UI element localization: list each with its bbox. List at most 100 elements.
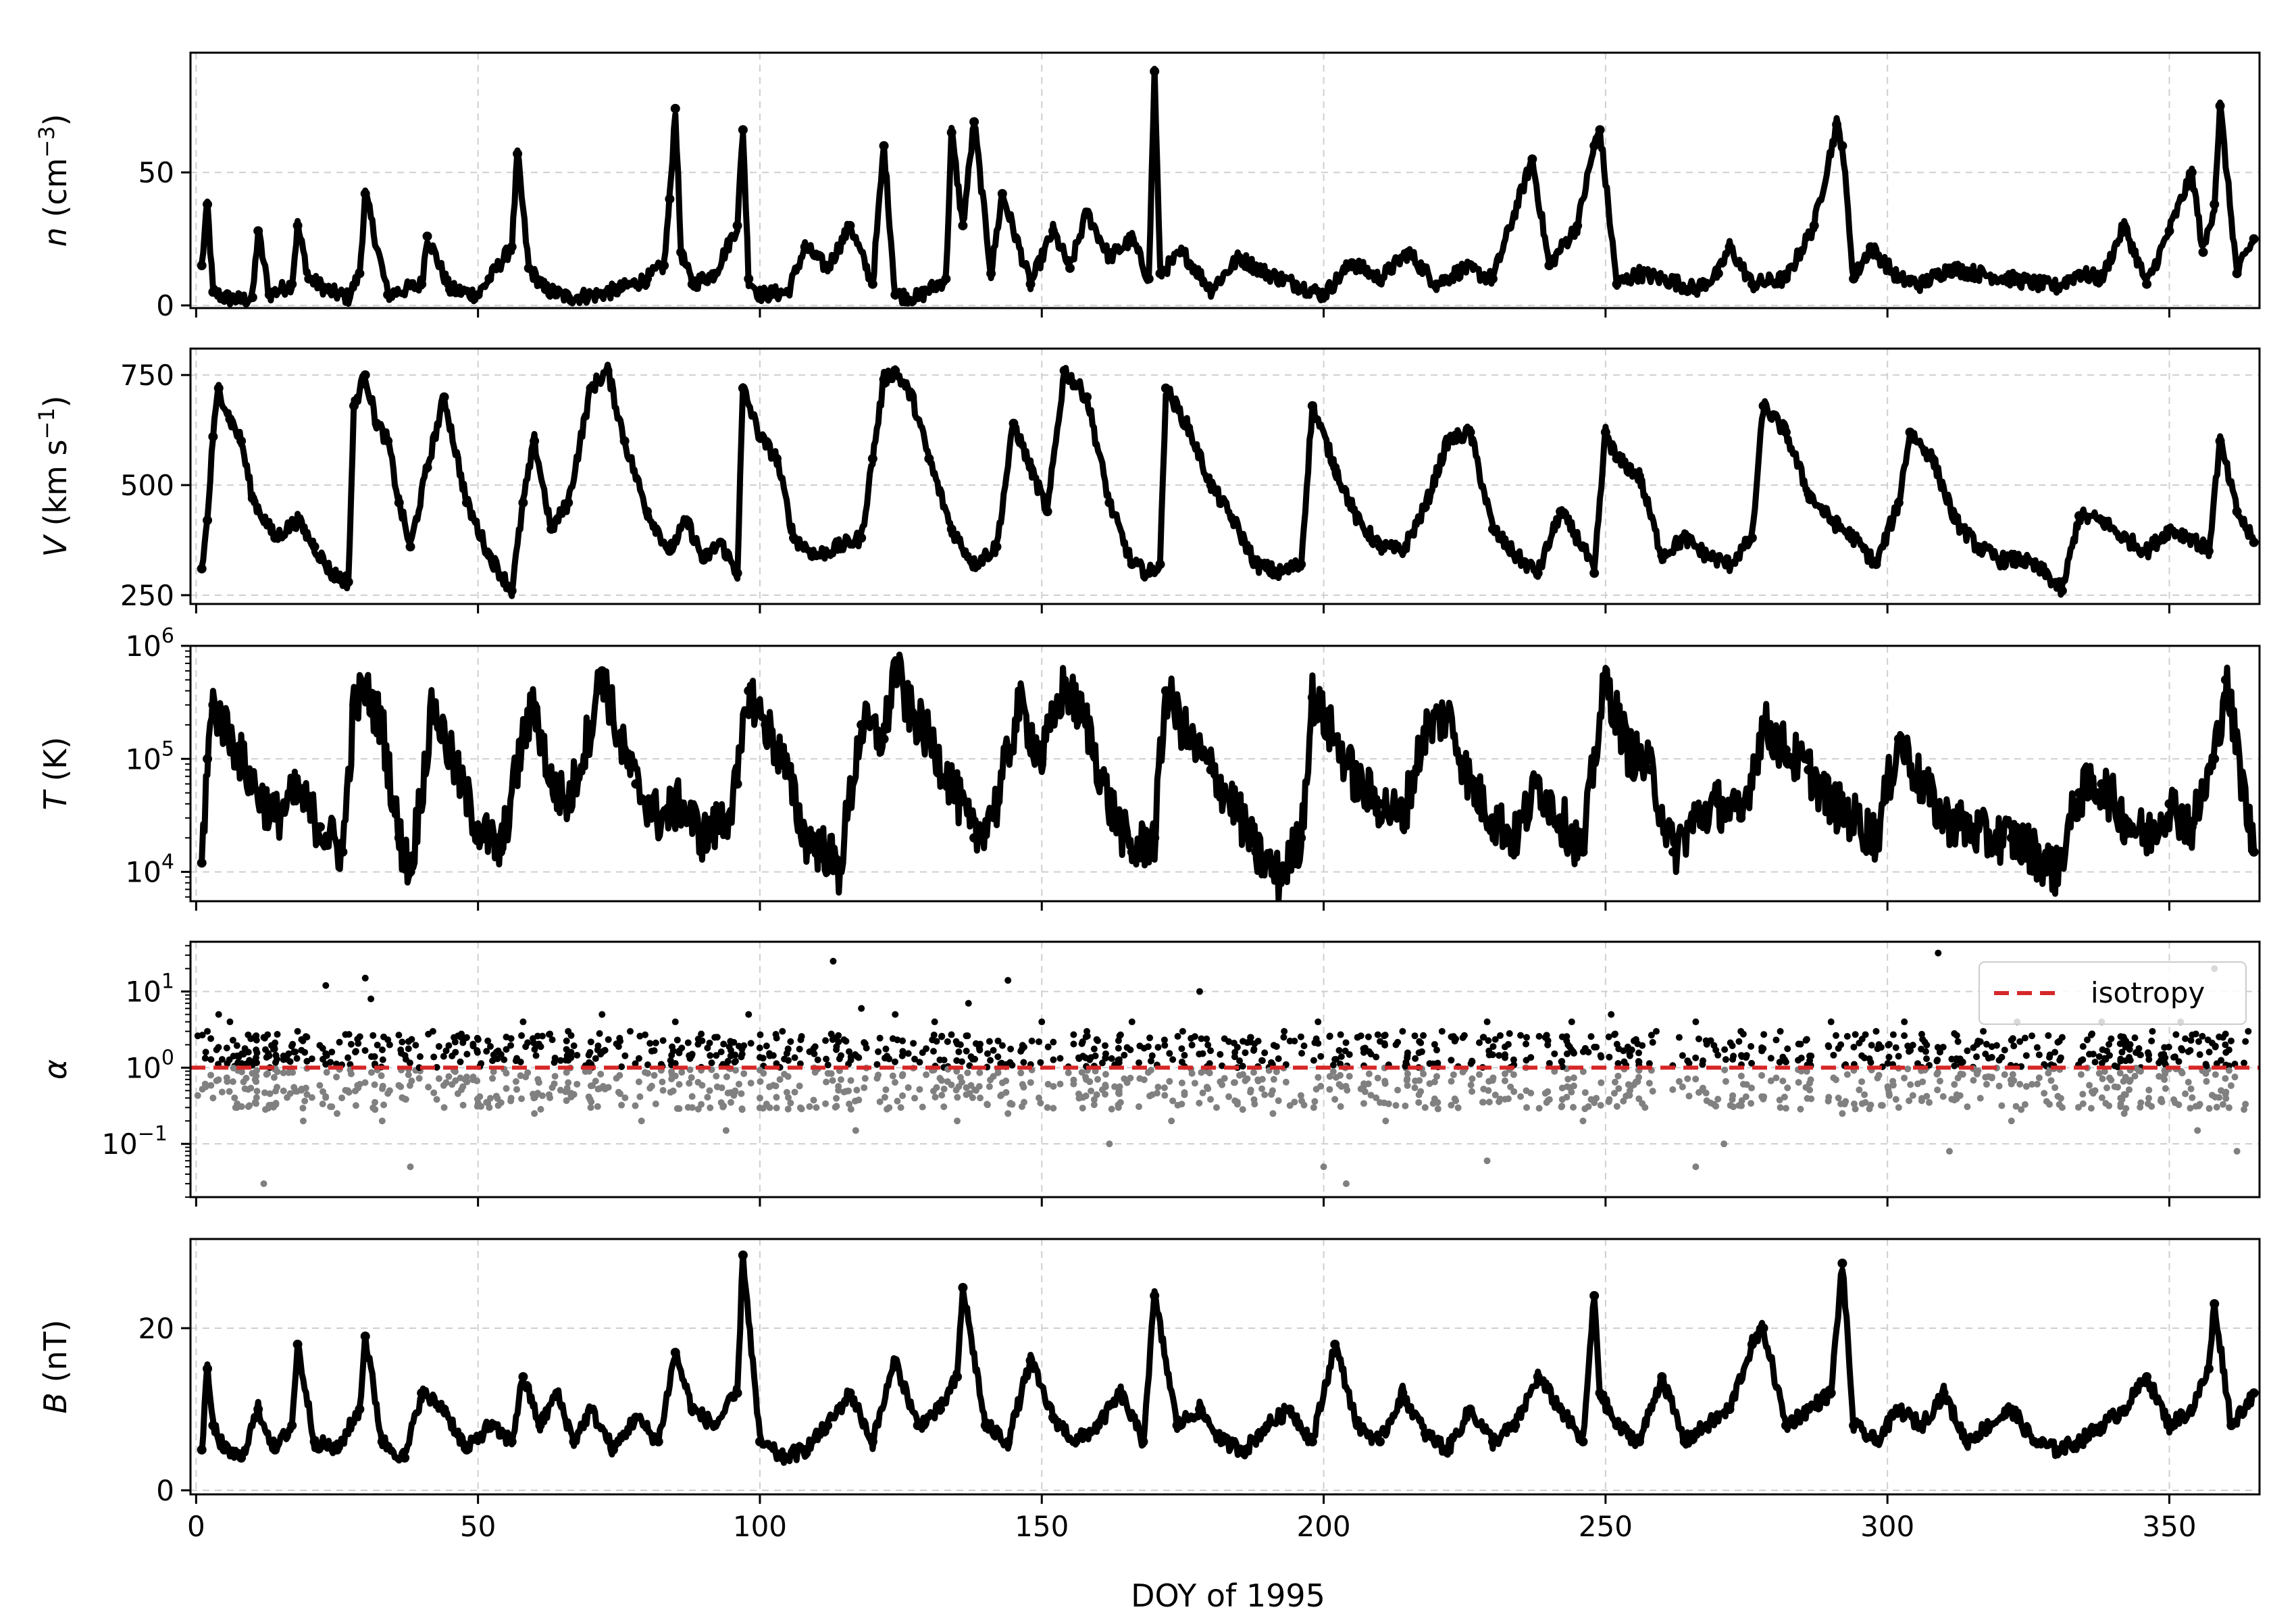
alpha-point-below <box>1611 1078 1618 1086</box>
data-point-V <box>1104 498 1115 508</box>
alpha-point-below <box>1098 1086 1106 1094</box>
alpha-point-above <box>1161 1042 1169 1049</box>
data-point-T <box>1556 813 1566 823</box>
data-point-T <box>676 799 686 809</box>
data-point-n <box>1916 279 1927 289</box>
alpha-point-below <box>1476 1071 1483 1078</box>
alpha-point-above <box>1517 1032 1525 1039</box>
alpha-point-above <box>2202 1061 2210 1068</box>
alpha-point-above <box>891 1058 898 1065</box>
alpha-point-below <box>587 1082 594 1090</box>
alpha-point-below <box>1275 1097 1282 1105</box>
data-point-V <box>1995 555 2006 565</box>
data-point-V <box>394 498 404 508</box>
alpha-point-above <box>708 1059 715 1067</box>
alpha-point-below <box>1433 1073 1440 1080</box>
alpha-point-below <box>938 1092 946 1099</box>
alpha-point-above <box>1858 1052 1866 1059</box>
alpha-point-below <box>1510 1071 1517 1078</box>
data-point-B <box>400 1453 410 1463</box>
alpha-point-above <box>251 1057 259 1064</box>
alpha-point-above <box>289 1040 297 1048</box>
alpha-point-below <box>1191 1080 1198 1087</box>
alpha-point-above <box>1951 1062 1958 1069</box>
alpha-point-above <box>452 1048 459 1056</box>
alpha-point-above <box>1523 1040 1530 1048</box>
data-point-n <box>1347 258 1357 268</box>
data-point-V <box>1804 489 1814 499</box>
alpha-point-below <box>454 1090 461 1097</box>
data-point-B <box>913 1421 923 1430</box>
data-point-V <box>326 568 336 578</box>
alpha-point-below <box>2022 1083 2030 1090</box>
alpha-point-below <box>668 1076 675 1083</box>
data-point-n <box>1144 274 1154 284</box>
alpha-point-below <box>2120 1110 2128 1117</box>
alpha-point-above <box>1832 1032 1839 1039</box>
alpha-point-above <box>824 1061 832 1069</box>
alpha-point-below <box>722 1127 730 1134</box>
alpha-point-below <box>1579 1068 1587 1076</box>
alpha-point-below <box>1374 1074 1381 1082</box>
data-point-n <box>1487 274 1498 284</box>
alpha-point-below <box>2117 1103 2124 1111</box>
data-point-B <box>518 1372 528 1382</box>
alpha-point-above <box>636 1032 644 1040</box>
alpha-point-below <box>976 1069 984 1076</box>
alpha-point-below <box>2001 1071 2008 1078</box>
alpha-point-below <box>1581 1089 1589 1096</box>
alpha-point-below <box>1598 1079 1605 1086</box>
alpha-point-below <box>2122 1105 2130 1112</box>
alpha-point-below <box>1044 1104 1051 1111</box>
alpha-point-above <box>814 1056 821 1063</box>
alpha-point-below <box>2016 1080 2024 1088</box>
data-point-V <box>2074 511 2084 521</box>
alpha-point-above <box>1546 1059 1553 1067</box>
alpha-point-below <box>1936 1078 1943 1085</box>
alpha-point-below <box>308 1094 315 1101</box>
alpha-point-below <box>2219 1101 2226 1108</box>
panel-frame <box>189 1238 2261 1496</box>
alpha-point-below <box>1625 1081 1632 1088</box>
alpha-point-above <box>998 1042 1006 1049</box>
series-trace-V <box>199 361 2257 599</box>
data-point-n <box>1809 220 1819 230</box>
alpha-point-below <box>1479 1098 1486 1106</box>
alpha-point-below <box>1852 1105 1859 1113</box>
alpha-point-below <box>1496 1095 1504 1103</box>
alpha-point-below <box>740 1070 748 1078</box>
alpha-point-above <box>1934 1044 1941 1051</box>
alpha-point-above <box>1491 1036 1499 1043</box>
alpha-point-above <box>1179 1028 1186 1035</box>
alpha-point-above <box>233 1042 240 1049</box>
data-point-B <box>1747 1340 1757 1349</box>
alpha-point-below <box>2205 1105 2213 1112</box>
series-trace-n <box>199 66 2257 307</box>
alpha-point-above <box>911 1055 919 1063</box>
alpha-point-above <box>1291 1037 1298 1044</box>
alpha-point-above <box>367 995 375 1003</box>
alpha-point-below <box>1483 1157 1491 1165</box>
alpha-point-below <box>2120 1091 2128 1098</box>
alpha-point-above <box>2149 1028 2156 1035</box>
alpha-point-above <box>483 1048 490 1055</box>
data-point-T <box>2210 754 2220 764</box>
alpha-point-above <box>948 1031 955 1038</box>
alpha-point-above <box>1922 1055 1930 1063</box>
alpha-point-below <box>1094 1076 1102 1083</box>
data-point-V <box>203 515 213 526</box>
alpha-point-below <box>1684 1075 1691 1082</box>
alpha-point-below <box>209 1094 217 1102</box>
alpha-point-above <box>953 1057 961 1064</box>
data-point-T <box>1487 813 1498 823</box>
alpha-point-below <box>810 1096 817 1104</box>
alpha-point-below <box>1203 1084 1210 1091</box>
legend-label-isotropy: isotropy <box>2091 976 2205 1009</box>
alpha-point-above <box>1326 1033 1333 1040</box>
alpha-point-above <box>355 1040 362 1047</box>
alpha-point-above <box>1877 1044 1885 1051</box>
data-point-V <box>2097 515 2107 526</box>
alpha-point-above <box>652 1039 659 1046</box>
y-tick-label: 100 <box>125 1046 174 1084</box>
alpha-point-below <box>847 1077 854 1084</box>
